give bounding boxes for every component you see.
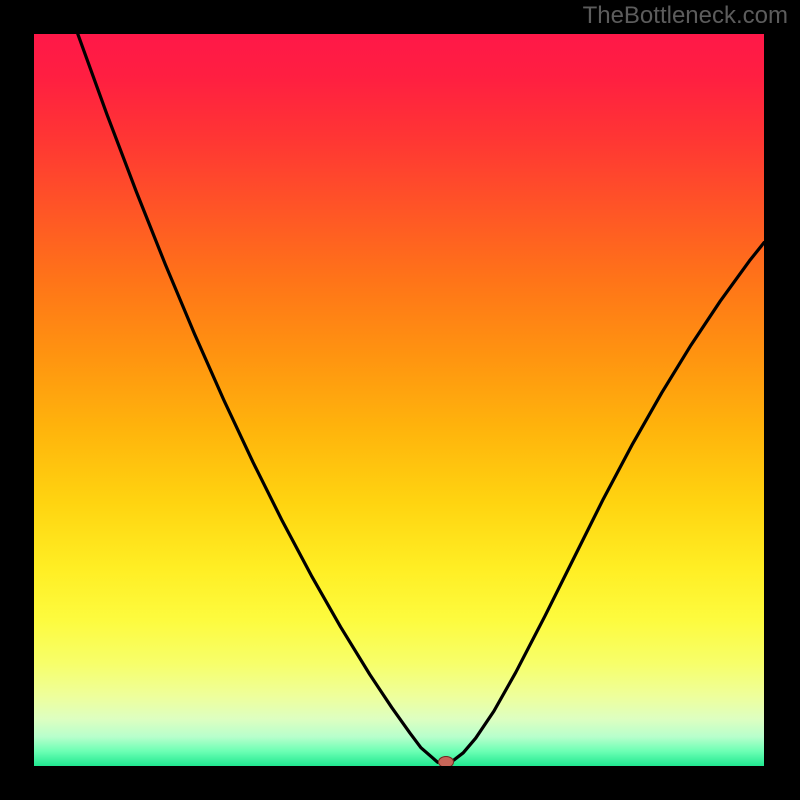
minimum-marker (438, 756, 454, 766)
watermark-text: TheBottleneck.com (583, 2, 788, 30)
plot-area (34, 34, 764, 766)
canvas-host: TheBottleneck.com (0, 0, 800, 800)
curve-svg (34, 34, 764, 766)
bottleneck-curve (78, 34, 764, 762)
